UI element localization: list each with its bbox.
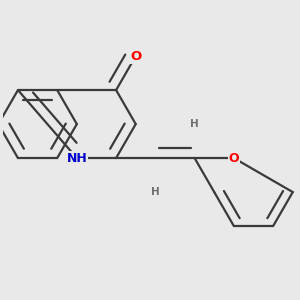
Text: O: O (229, 152, 239, 165)
Text: H: H (190, 119, 199, 129)
Text: NH: NH (67, 152, 87, 165)
Text: O: O (130, 50, 141, 63)
Text: H: H (151, 187, 160, 197)
